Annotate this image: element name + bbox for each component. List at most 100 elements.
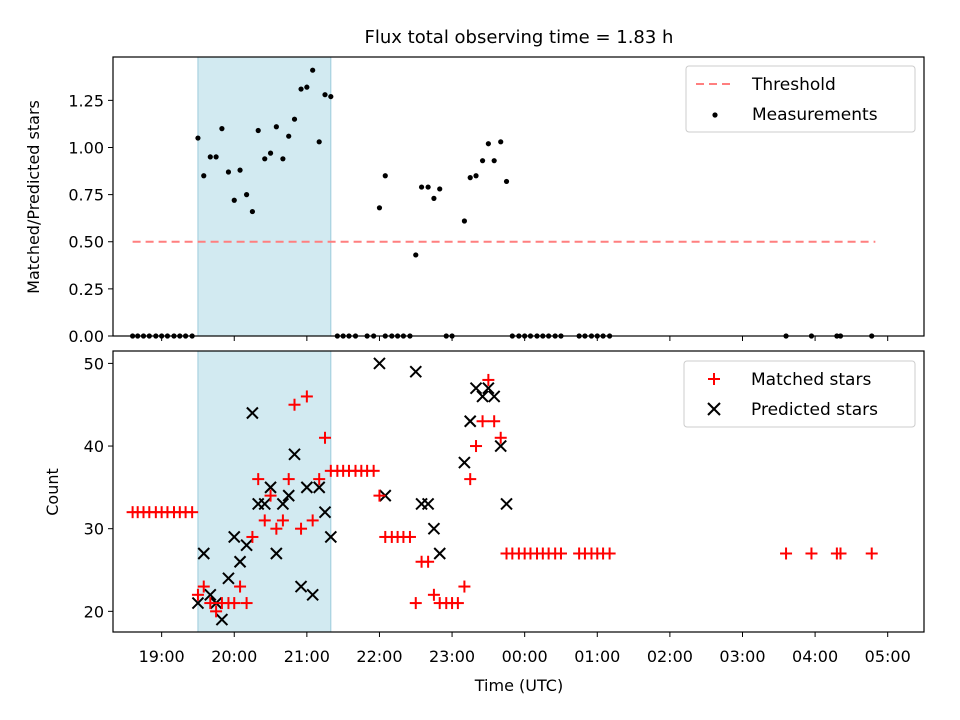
marker-stroke <box>421 497 435 511</box>
predicted-star-marker <box>233 555 247 568</box>
predicted-star-marker <box>258 497 271 511</box>
matched-star-marker <box>554 547 567 560</box>
matched-star-marker <box>258 514 271 527</box>
measurement-point <box>304 84 310 90</box>
measurement-point <box>267 150 274 156</box>
measurement-point <box>219 126 225 132</box>
matched-star-marker <box>191 588 204 601</box>
x-tick-label: 03:00 <box>719 647 765 666</box>
matched-star-marker <box>488 415 501 428</box>
predicted-star-marker <box>228 530 241 544</box>
measurement-point <box>479 158 486 164</box>
measurement-point <box>249 208 256 215</box>
matched-star-marker <box>451 597 464 610</box>
y-axis-ticks: 20 30 40 50 <box>84 354 113 621</box>
marker-stroke <box>458 456 471 469</box>
measurement-point <box>498 139 504 145</box>
matched-star-marker <box>482 373 495 386</box>
axes-frame <box>112 350 925 633</box>
ratio-panel: Flux total observing time = 1.83 h 0.000… <box>24 27 925 346</box>
legend-threshold-label: Threshold <box>751 75 836 95</box>
measurement-point <box>461 218 468 224</box>
measurement-point <box>322 92 328 98</box>
predicted-star-marker <box>476 390 489 403</box>
y-axis-ticks: 0.00 0.25 0.50 0.75 1.00 1.25 <box>68 91 113 346</box>
matched-star-marker <box>186 506 199 519</box>
measurement-point <box>262 156 268 162</box>
matched-star-marker <box>313 473 326 486</box>
measurement-point <box>225 169 232 175</box>
y-axis-label: Count <box>43 468 62 516</box>
marker-stroke <box>494 439 507 453</box>
x-tick-label: 04:00 <box>792 647 838 666</box>
x-tick-label: 19:00 <box>139 647 185 666</box>
legend-measurement-swatch <box>712 112 718 118</box>
marker-stroke <box>288 448 301 461</box>
x-axis-label: Time (UTC) <box>474 676 563 695</box>
marker-stroke <box>324 530 338 544</box>
predicted-star-marker <box>222 572 235 585</box>
measurement-point <box>213 154 219 160</box>
predicted-star-marker <box>318 505 332 519</box>
x-tick-label: 05:00 <box>865 647 911 666</box>
measurement-point <box>485 141 491 147</box>
predicted-star-marker <box>324 530 338 544</box>
predicted-star-marker <box>204 588 217 602</box>
y-tick-label: 1.25 <box>68 91 104 110</box>
matched-star-marker <box>204 597 217 610</box>
measurement-point <box>291 116 298 122</box>
measurement-point <box>418 184 425 190</box>
measurement-point <box>382 173 388 179</box>
measurement-point <box>376 205 383 211</box>
marker-stroke <box>469 381 483 395</box>
predicted-star-marker <box>300 481 314 494</box>
marker-stroke <box>409 365 422 378</box>
matched-star-marker <box>246 530 259 543</box>
marker-stroke <box>204 588 217 602</box>
matched-star-marker <box>276 514 289 527</box>
matched-star-marker <box>197 580 210 593</box>
measurement-point <box>243 192 250 198</box>
y-tick-label: 20 <box>84 602 104 621</box>
x-tick-label: 23:00 <box>429 647 475 666</box>
predicted-star-marker <box>191 596 205 610</box>
chart-title: Flux total observing time = 1.83 h <box>365 27 674 48</box>
legend-box <box>683 360 916 428</box>
matched-star-marker <box>319 431 332 444</box>
predicted-star-markers <box>191 357 513 626</box>
legend-predicted-swatch <box>707 402 721 416</box>
matched-star-marker <box>300 390 313 403</box>
predicted-star-marker <box>197 547 210 560</box>
matched-star-marker <box>422 555 435 568</box>
measurement-point <box>231 197 237 203</box>
marker-stroke <box>373 357 386 370</box>
measurement-point <box>413 252 419 258</box>
legend: Threshold Measurements <box>685 65 916 133</box>
matched-star-marker <box>470 440 483 453</box>
matched-star-marker <box>458 580 471 593</box>
predicted-star-marker <box>433 547 446 560</box>
predicted-star-marker <box>500 497 513 511</box>
marker-stroke <box>246 406 259 420</box>
predicted-star-marker <box>240 539 253 552</box>
measurement-point <box>298 86 304 92</box>
marker-stroke <box>258 497 271 511</box>
y-tick-label: 0.50 <box>68 233 104 252</box>
legend: Matched stars Predicted stars <box>683 360 916 428</box>
marker-stroke <box>464 415 477 428</box>
marker-stroke <box>476 390 489 403</box>
marker-stroke <box>294 580 308 593</box>
legend-matched-label: Matched stars <box>751 370 871 390</box>
marker-stroke <box>197 547 210 560</box>
marker-stroke <box>482 381 495 395</box>
x-tick-label: 22:00 <box>356 647 402 666</box>
matched-star-marker <box>403 530 416 543</box>
y-tick-label: 40 <box>84 437 104 456</box>
measurement-point <box>467 175 473 181</box>
count-panel: 20 30 40 50 19:00 20:00 21:00 22:00 23:00 00:00 0… <box>43 350 925 695</box>
measurement-point <box>473 173 479 179</box>
matched-star-markers <box>126 373 878 618</box>
measurement-point <box>255 127 261 134</box>
marker-stroke <box>306 588 319 602</box>
